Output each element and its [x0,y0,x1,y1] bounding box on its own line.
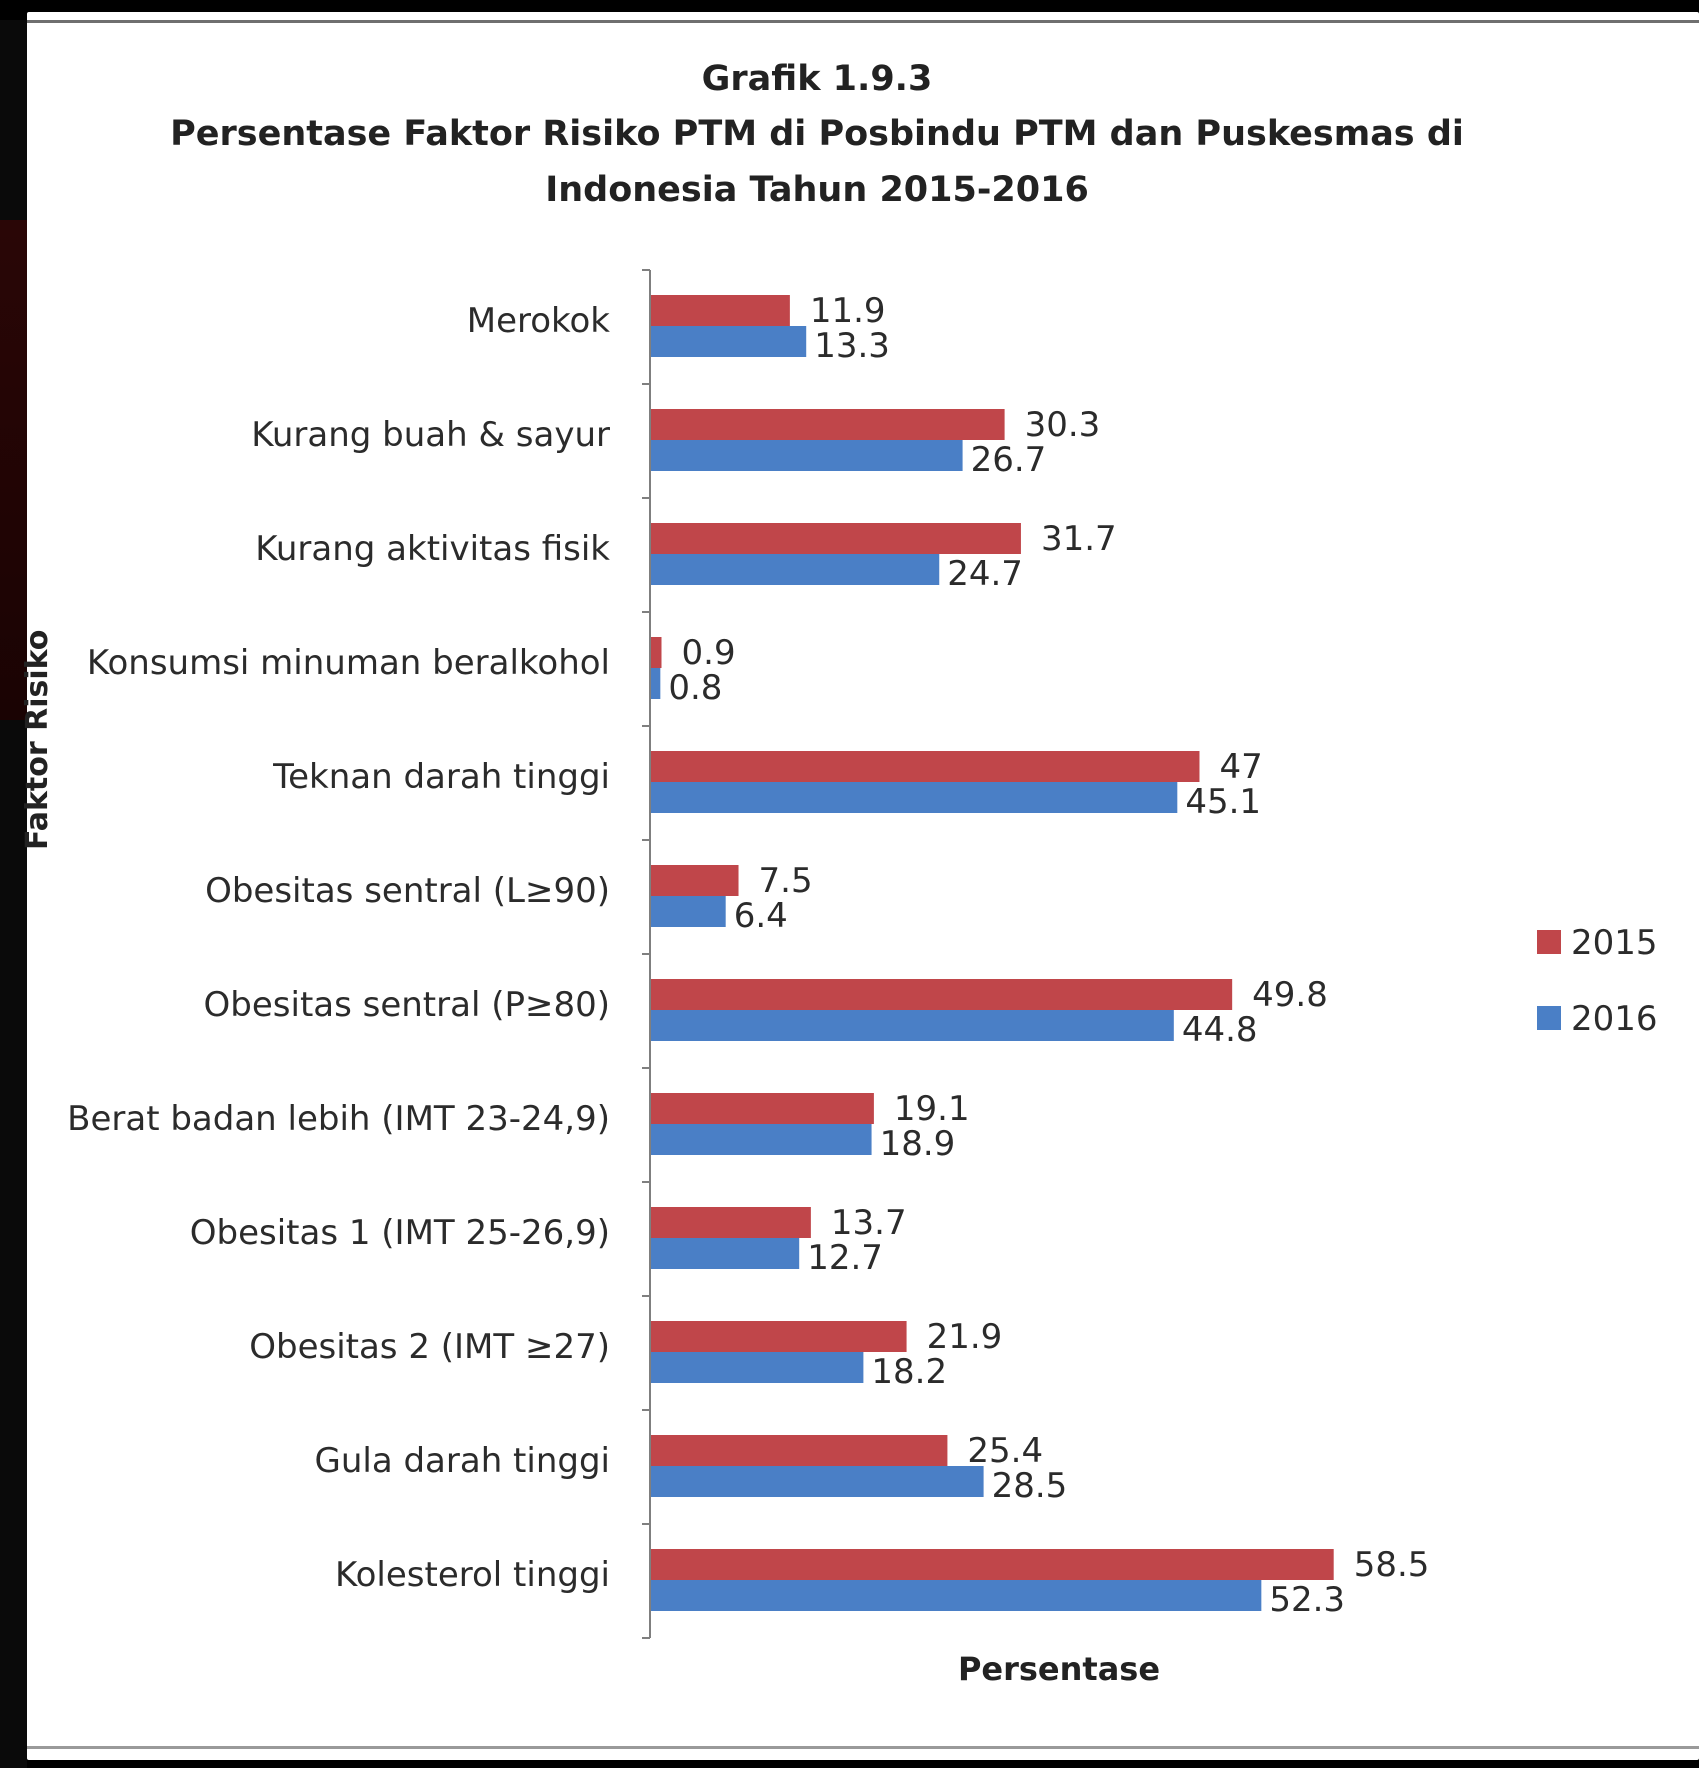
chart-subtitle-line-2: Indonesia Tahun 2015-2016 [545,170,1089,210]
category-label: Obesitas 1 (IMT 25-26,9) [190,1213,610,1253]
bar-2015 [651,865,739,896]
data-label-2015: 49.8 [1252,975,1328,1015]
bar-2015 [651,1435,948,1466]
data-label-2015: 30.3 [1025,405,1101,445]
chart-subtitle-line-1: Persentase Faktor Risiko PTM di Posbindu… [170,114,1464,154]
data-label-2015: 7.5 [759,861,813,901]
data-label-2015: 13.7 [831,1203,907,1243]
bar-2015 [651,1093,874,1124]
category-label: Kurang aktivitas fisik [255,529,610,569]
bar-2016 [651,782,1178,813]
left-edge-shade [0,220,27,720]
bar-2016 [651,1124,872,1155]
legend-swatch-2016 [1537,1006,1561,1030]
data-label-2016: 44.8 [1182,1010,1258,1050]
bar-2015 [651,979,1233,1010]
category-label: Obesitas sentral (L≥90) [205,871,610,911]
legend-swatch-2015 [1537,930,1561,954]
data-label-2015: 0.9 [682,633,736,673]
data-label-2015: 31.7 [1041,519,1117,559]
bar-2015 [651,1549,1334,1580]
category-label: Merokok [467,301,611,341]
data-label-2016: 18.2 [871,1352,947,1392]
data-label-2015: 19.1 [894,1089,970,1129]
legend-label-2016: 2016 [1571,999,1658,1039]
category-label: Obesitas sentral (P≥80) [204,985,610,1025]
bar-2016 [651,1238,800,1269]
bar-2016 [651,1352,864,1383]
bar-2016 [651,1580,1262,1611]
bar-2016 [651,326,807,357]
data-label-2016: 45.1 [1185,782,1261,822]
data-label-2015: 21.9 [927,1317,1003,1357]
category-label: Teknan darah tinggi [272,757,610,797]
data-label-2016: 0.8 [668,668,722,708]
data-label-2015: 11.9 [810,291,886,331]
panel-top-rule [27,20,1699,23]
x-axis-label: Persentase [958,1650,1160,1688]
bar-2016 [651,440,963,471]
bar-2015 [651,523,1021,554]
data-label-2015: 58.5 [1354,1545,1430,1585]
data-label-2016: 12.7 [807,1238,883,1278]
panel-bottom-rule [27,1746,1699,1749]
category-label: Berat badan lebih (IMT 23-24,9) [67,1099,610,1139]
bar-2015 [651,637,662,668]
bar-2015 [651,295,790,326]
bar-2015 [651,409,1005,440]
data-label-2016: 6.4 [734,896,788,936]
data-label-2016: 28.5 [992,1466,1068,1506]
bar-2015 [651,1207,811,1238]
category-label: Konsumsi minuman beralkohol [87,643,610,683]
bar-2016 [651,668,661,699]
bar-2015 [651,751,1200,782]
bar-2016 [651,1010,1174,1041]
data-label-2016: 24.7 [947,554,1023,594]
bar-2016 [651,1466,984,1497]
category-label: Kolesterol tinggi [335,1555,610,1595]
chart-title: Grafik 1.9.3 [701,59,933,99]
bar-2016 [651,554,940,585]
chart-title-block: Grafik 1.9.3 Persentase Faktor Risiko PT… [27,52,1607,218]
data-label-2015: 47 [1219,747,1262,787]
data-label-2016: 18.9 [880,1124,956,1164]
data-label-2016: 26.7 [971,440,1047,480]
category-label: Kurang buah & sayur [251,415,610,455]
category-label: Obesitas 2 (IMT ≥27) [249,1327,610,1367]
data-label-2016: 52.3 [1269,1580,1345,1620]
bar-2015 [651,1321,907,1352]
bar-2016 [651,896,726,927]
data-label-2015: 25.4 [967,1431,1043,1471]
legend-label-2015: 2015 [1571,923,1658,963]
category-label: Gula darah tinggi [314,1441,610,1481]
data-label-2016: 13.3 [814,326,890,366]
